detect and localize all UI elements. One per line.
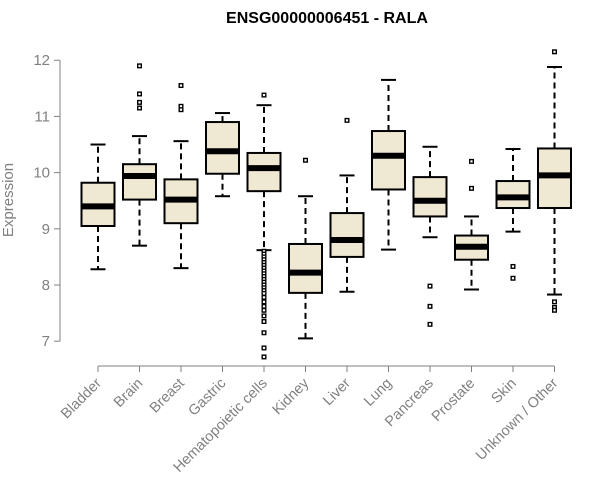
- outlier-point: [261, 307, 267, 313]
- outlier-point: [178, 107, 184, 113]
- plot-area: [80, 49, 572, 360]
- outlier-point: [510, 263, 516, 269]
- box-hematopoietic-cells: [246, 92, 282, 360]
- y-axis-label: Expression: [0, 163, 17, 237]
- outlier-point: [303, 157, 309, 163]
- x-tick-label: Breast: [147, 376, 188, 417]
- outlier-point: [136, 63, 142, 69]
- outlier-point: [552, 49, 558, 55]
- outlier-point: [427, 321, 433, 327]
- box-iqr: [412, 176, 448, 218]
- outlier-point: [136, 105, 142, 111]
- outlier-point: [261, 303, 267, 309]
- box-iqr: [371, 130, 406, 191]
- box-lung: [371, 78, 406, 251]
- box-pancreas: [412, 145, 448, 327]
- box-iqr: [122, 163, 157, 201]
- x-tick-label: Lung: [361, 376, 395, 410]
- box-bladder: [80, 143, 116, 271]
- y-tick-label: 10: [33, 165, 50, 182]
- box-kidney: [288, 157, 323, 340]
- outlier-point: [427, 283, 433, 289]
- box-breast: [163, 83, 199, 270]
- x-tick-label: Bladder: [58, 375, 105, 422]
- x-tick-label: Prostate: [429, 376, 478, 425]
- y-tick-label: 11: [34, 108, 50, 125]
- box-iqr: [288, 242, 323, 294]
- outlier-point: [469, 185, 475, 191]
- outlier-point: [261, 319, 267, 325]
- box-iqr: [205, 121, 240, 175]
- outlier-point: [552, 299, 558, 305]
- y-tick-label: 9: [42, 221, 50, 238]
- y-tick-label: 12: [33, 52, 50, 69]
- outlier-point: [136, 91, 142, 97]
- outlier-point: [469, 158, 475, 164]
- box-gastric: [205, 112, 240, 198]
- box-iqr: [329, 212, 365, 258]
- chart-title: ENSG00000006451 - RALA: [226, 10, 428, 27]
- outlier-point: [261, 330, 267, 336]
- x-tick-label: Kidney: [270, 375, 313, 418]
- outlier-point: [427, 303, 433, 309]
- box-brain: [122, 63, 157, 247]
- box-skin: [495, 148, 531, 281]
- x-tick-label: Skin: [489, 376, 520, 407]
- outlier-point: [552, 307, 558, 313]
- outlier-point: [261, 294, 267, 300]
- y-tick-label: 8: [42, 277, 50, 294]
- outlier-point: [261, 290, 267, 296]
- outlier-point: [261, 313, 267, 319]
- outlier-point: [261, 92, 267, 98]
- x-tick-label: Brain: [111, 376, 146, 411]
- y-tick-label: 7: [42, 333, 50, 350]
- box-prostate: [454, 158, 489, 291]
- outlier-point: [178, 83, 184, 89]
- outlier-point: [136, 99, 142, 105]
- box-unknown-other: [537, 49, 572, 313]
- x-tick-label: Liver: [320, 375, 354, 409]
- outlier-point: [510, 275, 516, 281]
- box-liver: [329, 117, 365, 293]
- y-axis: 7 8 9 10 11 12: [33, 52, 61, 350]
- outlier-point: [344, 117, 350, 123]
- box-iqr: [246, 151, 282, 193]
- outlier-point: [261, 354, 267, 360]
- outlier-point: [261, 345, 267, 351]
- outlier-point: [261, 299, 267, 305]
